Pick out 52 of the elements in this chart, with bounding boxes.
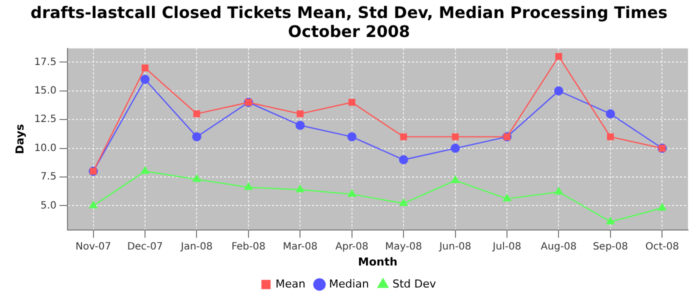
point (607, 133, 614, 140)
point (450, 144, 460, 153)
x-tick-label: Jun-08 (438, 241, 472, 252)
point (140, 166, 150, 174)
point (554, 187, 563, 195)
legend-label: Mean (276, 277, 306, 290)
point (296, 110, 304, 118)
point (296, 120, 305, 130)
point (400, 133, 408, 140)
point (244, 182, 253, 190)
x-tick-label: Sep-08 (592, 241, 628, 252)
point (296, 185, 304, 192)
point (606, 109, 616, 118)
y-tick-label: 15.0 (34, 85, 56, 96)
chart-title: drafts-lastcall Closed Tickets Mean, Std Dev, Median Processing Times October 2008 (30, 2, 668, 41)
point (554, 86, 564, 96)
x-axis-title: Month (358, 255, 398, 268)
point (451, 176, 460, 184)
point (398, 155, 408, 164)
point (192, 132, 202, 142)
x-tick-label: Jan-08 (180, 241, 213, 252)
point (502, 194, 512, 202)
y-axis-title: Days (13, 124, 26, 154)
legend-label: Median (328, 277, 370, 290)
point (192, 174, 201, 182)
point (400, 198, 408, 206)
x-tick-label: Nov-07 (76, 241, 112, 252)
x-tick-label: Dec-07 (127, 241, 163, 252)
y-tick-label: 12.5 (34, 114, 56, 126)
point (89, 201, 98, 208)
x-tick-label: Jul-08 (492, 241, 522, 252)
y-tick-label: 7.5 (40, 172, 56, 183)
point (452, 133, 459, 140)
y-tick-label: 10.0 (34, 142, 56, 154)
point (555, 53, 562, 60)
x-tick-label: Feb-08 (231, 241, 266, 252)
point (193, 110, 200, 118)
x-tick-label: Aug-08 (540, 241, 577, 252)
point (348, 98, 356, 106)
x-tick-label: Oct-08 (645, 241, 679, 252)
point (140, 74, 150, 84)
point (347, 132, 356, 142)
x-tick-label: May-08 (385, 241, 422, 252)
legend-label: Std Dev (392, 277, 436, 290)
y-tick-label: 5.0 (40, 200, 56, 212)
point (606, 217, 614, 224)
point (142, 64, 148, 72)
x-tick-label: Mar-08 (282, 241, 318, 252)
y-tick-label: 17.5 (34, 56, 56, 68)
point (658, 203, 666, 211)
point (348, 190, 356, 197)
x-tick-label: Apr-08 (335, 241, 368, 252)
